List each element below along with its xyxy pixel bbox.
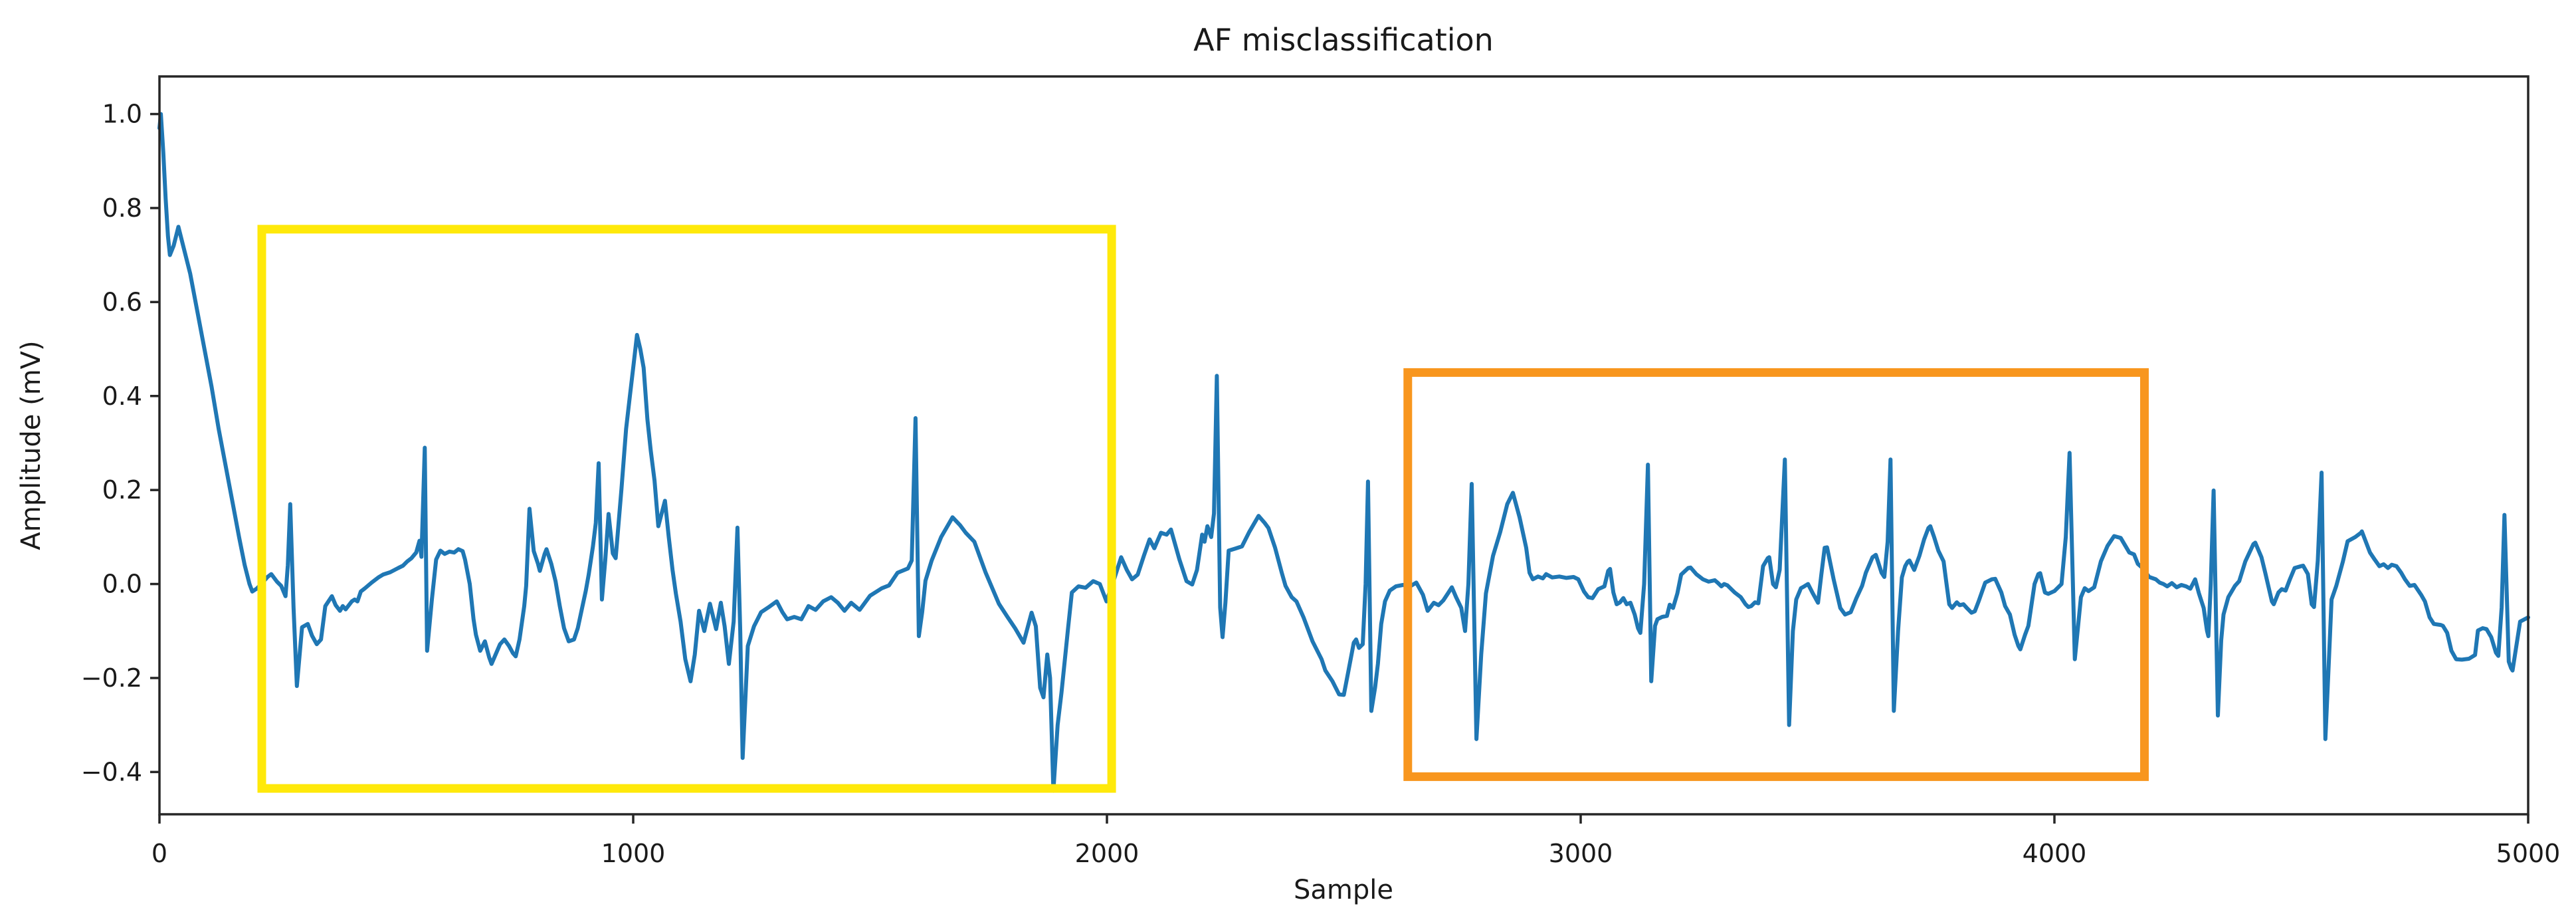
y-axis-label: Amplitude (mV) — [16, 340, 47, 550]
yellow-highlight-box — [257, 225, 1116, 793]
x-tick-label: 1000 — [601, 839, 666, 868]
y-tick-label: 0.6 — [102, 287, 142, 316]
axes-spines — [158, 75, 2529, 816]
y-tick-label: −0.2 — [81, 663, 142, 693]
y-axis-ticks: 1.0 0.8 0.6 0.4 0.2 0.0 −0.2 −0.4 — [81, 100, 159, 786]
x-axis-label: Sample — [1294, 875, 1393, 905]
orange-highlight-box — [1403, 368, 2149, 781]
y-tick-label: 1.0 — [102, 100, 142, 129]
ecg-trace — [157, 112, 2530, 793]
x-axis-ticks: 0 1000 2000 3000 4000 5000 — [151, 814, 2560, 868]
x-tick-label: 2000 — [1075, 839, 1139, 868]
x-tick-label: 4000 — [2023, 839, 2087, 868]
y-tick-label: 0.4 — [102, 382, 142, 411]
y-tick-label: 0.0 — [102, 570, 142, 599]
annotation-boxes — [257, 225, 2149, 793]
y-tick-label: 0.8 — [102, 193, 142, 223]
x-tick-label: 3000 — [1549, 839, 1613, 868]
x-tick-label: 5000 — [2496, 839, 2561, 868]
y-tick-label: −0.4 — [81, 757, 142, 786]
y-tick-label: 0.2 — [102, 475, 142, 505]
chart-title: AF misclassification — [1193, 22, 1494, 58]
x-tick-label: 0 — [151, 839, 167, 868]
